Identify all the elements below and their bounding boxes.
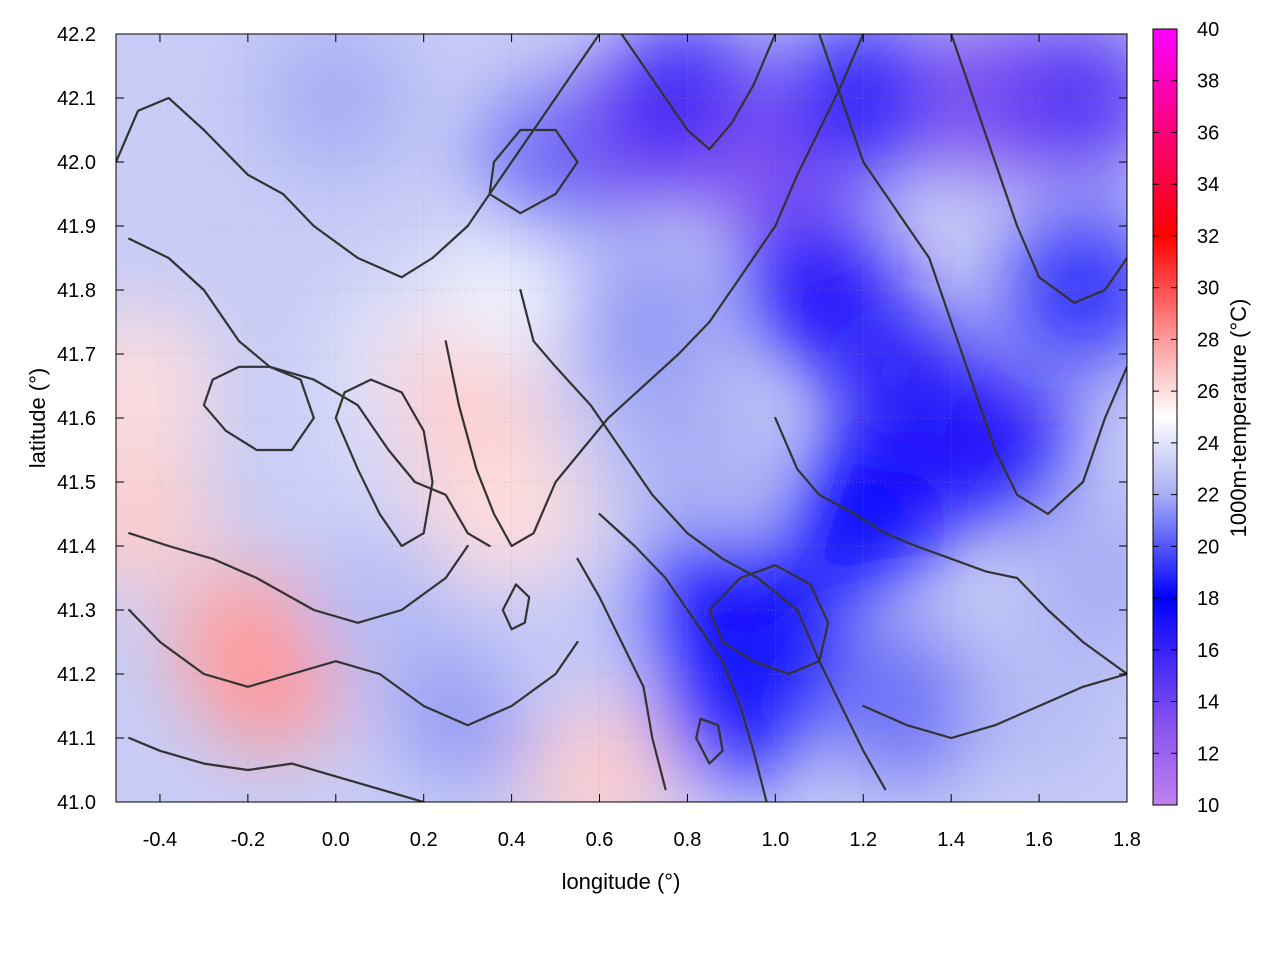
heat-sample <box>653 628 810 784</box>
heat-sample <box>257 34 414 176</box>
x-tick-label: 0.8 <box>674 829 702 851</box>
contour-line <box>862 672 1127 740</box>
contour-line <box>128 532 469 624</box>
contour-lines <box>116 34 1127 802</box>
y-tick-label: 42.2 <box>57 24 96 46</box>
contour-line <box>598 512 768 802</box>
colorbar-tick-label: 36 <box>1197 122 1219 144</box>
heat-sample <box>301 532 458 688</box>
heat-sample <box>565 244 722 400</box>
y-tick-label: 41.5 <box>57 472 96 494</box>
colorbar-tick-label: 10 <box>1197 795 1219 817</box>
colorbar-tick-label: 18 <box>1197 588 1219 610</box>
x-tick-label: 0.4 <box>498 829 526 851</box>
colorbar-scale <box>1152 28 1178 806</box>
colorbar-tick-label: 30 <box>1197 278 1219 300</box>
heat-sample <box>477 564 634 720</box>
contour-line <box>620 34 777 151</box>
y-tick-label: 41.4 <box>57 536 96 558</box>
colorbar-tick-label: 26 <box>1197 381 1219 403</box>
contour-line <box>519 288 887 791</box>
contour-line <box>708 564 830 676</box>
colorbar-tick-label: 40 <box>1197 19 1219 41</box>
contour-line <box>774 416 1127 676</box>
colorbar-tick-label: 38 <box>1197 71 1219 93</box>
x-tick-label: 1.2 <box>849 829 877 851</box>
y-tick-label: 41.9 <box>57 216 96 238</box>
colorbar-ticks: 10 12 14 16 18 20 22 24 26 28 30 32 34 36 38 40 <box>1153 19 1219 817</box>
contour-line <box>488 128 579 215</box>
colorbar-tick-label: 28 <box>1197 329 1219 351</box>
contour-line <box>128 736 425 802</box>
colorbar-tick-label: 12 <box>1197 743 1219 765</box>
heat-sample <box>785 34 942 176</box>
grid-lines <box>116 34 1127 802</box>
y-tick-label: 41.8 <box>57 280 96 302</box>
heat-sample <box>1005 212 1127 368</box>
x-tick-label: 1.0 <box>761 829 789 851</box>
x-tick-label: 0.0 <box>322 829 350 851</box>
contour-line <box>576 557 667 791</box>
colorbar-label: 1000m-temperature (°C) <box>1226 299 1251 538</box>
heat-sample <box>116 308 216 464</box>
y-axis-label: latitude (°) <box>25 368 50 469</box>
y-tick-label: 41.7 <box>57 344 96 366</box>
contour-line <box>695 717 724 765</box>
y-tick-label: 42.0 <box>57 152 96 174</box>
contour-line <box>950 34 1127 304</box>
contour-line <box>501 583 531 631</box>
y-tick-label: 42.1 <box>57 88 96 110</box>
colorbar-tick-label: 14 <box>1197 692 1219 714</box>
x-tick-label: 1.4 <box>937 829 965 851</box>
x-axis-ticks: -0.4 -0.2 0.0 0.2 0.4 0.6 0.8 1.0 1.2 1.4 1.6 1.8 <box>143 34 1141 851</box>
contour-line <box>202 365 315 452</box>
plot-area: -0.4 -0.2 0.0 0.2 0.4 0.6 0.8 1.0 1.2 1.4 1.6 1.8 4… <box>57 24 1141 851</box>
y-tick-label: 41.3 <box>57 600 96 622</box>
contour-line <box>818 34 1127 516</box>
y-tick-label: 41.2 <box>57 664 96 686</box>
x-tick-label: 1.8 <box>1113 829 1141 851</box>
contour-line <box>444 34 865 548</box>
x-tick-label: -0.4 <box>143 829 177 851</box>
contour-line <box>128 237 491 548</box>
y-tick-label: 41.0 <box>57 792 96 814</box>
y-tick-label: 41.6 <box>57 408 96 430</box>
colorbar: 10 12 14 16 18 20 22 24 26 28 30 32 34 36 38 40 1000m-t… <box>1152 19 1251 817</box>
x-tick-label: 1.6 <box>1025 829 1053 851</box>
heatmap-field <box>116 34 1127 802</box>
colorbar-tick-label: 24 <box>1197 433 1219 455</box>
x-tick-label: 0.2 <box>410 829 438 851</box>
x-axis-label: longitude (°) <box>562 869 681 894</box>
colorbar-tick-label: 22 <box>1197 485 1219 507</box>
y-tick-label: 41.1 <box>57 728 96 750</box>
y-axis-ticks: 41.0 41.1 41.2 41.3 41.4 41.5 41.6 41.7 41.8 41.9… <box>57 24 1127 814</box>
colorbar-tick-label: 16 <box>1197 640 1219 662</box>
contour-line <box>334 378 434 548</box>
heat-sample <box>1005 34 1127 176</box>
colorbar-tick-label: 32 <box>1197 226 1219 248</box>
colorbar-tick-label: 20 <box>1197 536 1219 558</box>
x-tick-label: -0.2 <box>231 829 265 851</box>
contour-line <box>128 608 579 727</box>
x-tick-label: 0.6 <box>586 829 614 851</box>
contour-line <box>116 34 601 279</box>
heat-sample <box>1027 500 1127 656</box>
colorbar-tick-label: 34 <box>1197 174 1219 196</box>
heat-sample <box>829 628 986 784</box>
